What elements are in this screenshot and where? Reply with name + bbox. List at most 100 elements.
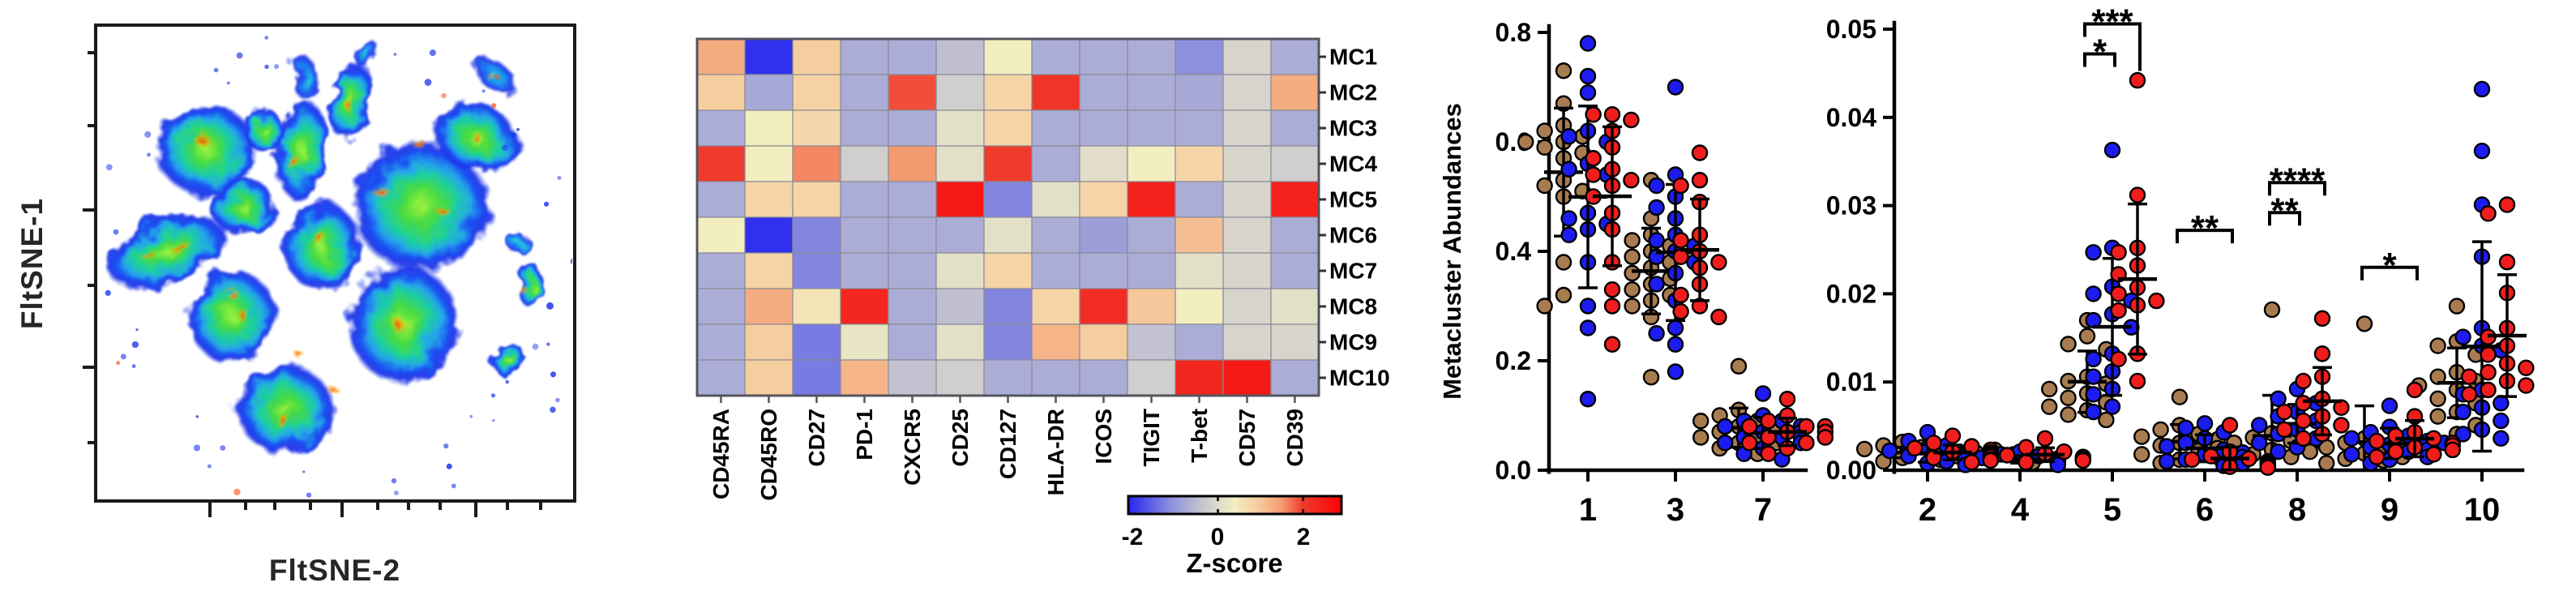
- data-point-red: [2313, 345, 2331, 362]
- heatmap-cell: [1031, 288, 1080, 325]
- data-point-blue: [1579, 35, 1597, 52]
- x-category-label: 4: [2011, 492, 2030, 528]
- x-category-label: 7: [1754, 492, 1772, 528]
- data-point-red: [1603, 336, 1621, 353]
- data-point-tan: [1536, 139, 1553, 156]
- data-point-tan: [2133, 428, 2150, 445]
- data-point-blue: [2085, 403, 2102, 421]
- heatmap-cell: [744, 109, 794, 147]
- heatmap-cell: [1270, 216, 1320, 254]
- data-point-blue: [1648, 276, 1665, 293]
- density-speck: [446, 463, 452, 469]
- density-blob: [353, 36, 379, 71]
- density-speck: [195, 415, 199, 418]
- heatmap-cell: [1222, 216, 1272, 254]
- density-speck: [213, 67, 219, 73]
- data-point-red: [2018, 439, 2035, 456]
- data-point-red: [2259, 459, 2277, 476]
- data-point-red: [2110, 244, 2127, 261]
- heatmap-cell: [1079, 359, 1128, 396]
- data-point-blue: [1560, 226, 1577, 243]
- data-point-blue: [1667, 319, 1684, 336]
- density-speck: [490, 393, 496, 398]
- heatmap-cell: [840, 323, 889, 361]
- heatmap-cell: [1079, 323, 1128, 361]
- heatmap-cell: [744, 359, 794, 396]
- data-point-red: [2460, 386, 2478, 403]
- data-point-red: [1944, 427, 1962, 444]
- data-point-blue: [2343, 430, 2360, 448]
- data-point-tan: [1536, 122, 1553, 139]
- heatmap-cell: [840, 359, 889, 396]
- density-blob: [507, 232, 531, 255]
- data-point-blue: [2158, 452, 2176, 470]
- heatmap-cell: [983, 181, 1033, 218]
- row-label: MC10: [1329, 366, 1390, 391]
- heatmap-cell: [888, 109, 937, 147]
- data-point-blue: [1648, 199, 1665, 216]
- col-label: CD57: [1235, 409, 1260, 467]
- density-hotspot: [326, 384, 339, 394]
- fltsne-density-blobs: [103, 36, 547, 455]
- data-point-red: [2295, 412, 2312, 430]
- data-point-red: [1906, 439, 1923, 456]
- heatmap-cell: [935, 359, 985, 396]
- y-tick-label: 0.01: [1826, 367, 1876, 396]
- panel-fltsne-density: FltSNE-1 FltSNE-2: [15, 24, 587, 587]
- heatmap-cell: [983, 145, 1033, 182]
- y-tick-label: 0.04: [1826, 103, 1876, 132]
- density-speck: [147, 152, 151, 157]
- data-point-red: [2480, 205, 2497, 222]
- x-category-label: 5: [2103, 492, 2121, 528]
- x-category-label: 9: [2381, 492, 2398, 528]
- density-speck: [581, 279, 587, 285]
- colorbar-title: Z-score: [1186, 548, 1282, 578]
- heatmap-cell: [840, 109, 889, 147]
- density-speck: [226, 81, 230, 85]
- data-point-tan: [1536, 177, 1553, 195]
- density-speck: [131, 364, 136, 369]
- heatmap-cell: [1031, 252, 1080, 289]
- density-speck: [580, 197, 585, 202]
- heatmap-cell: [1270, 109, 1320, 147]
- heatmap-cell: [1222, 288, 1272, 325]
- col-label: CD45RA: [708, 409, 734, 499]
- data-point-blue: [2177, 419, 2194, 436]
- heatmap-cell: [840, 252, 889, 289]
- colorbar-tick-min: -2: [1122, 524, 1144, 550]
- heatmap-cell: [888, 359, 937, 396]
- heatmap-cell: [1127, 323, 1176, 361]
- heatmap-cell: [696, 323, 746, 361]
- density-speck: [391, 478, 397, 484]
- heatmap-cell: [1222, 38, 1272, 75]
- heatmap-cell: [1175, 74, 1224, 111]
- heatmap-cell: [935, 74, 985, 111]
- data-point-red: [2387, 443, 2404, 460]
- data-point-tan: [1624, 264, 1641, 282]
- density-speck: [543, 201, 550, 207]
- row-label: MC4: [1329, 152, 1378, 177]
- data-point-red: [1585, 166, 1602, 183]
- data-point-red: [2498, 254, 2516, 271]
- data-point-blue: [2270, 390, 2287, 408]
- data-point-tan: [1730, 358, 1748, 375]
- data-point-tan: [1555, 286, 1573, 304]
- heatmap-cell: [888, 38, 937, 75]
- heatmap-cell: [1270, 359, 1320, 396]
- heatmap-cell: [1270, 252, 1320, 289]
- heatmap-cell: [744, 74, 794, 111]
- data-point-red: [2295, 395, 2312, 412]
- density-speck: [469, 414, 473, 418]
- heatmap-cell: [744, 181, 794, 218]
- data-point-blue: [2085, 244, 2102, 261]
- heatmap-cell: [888, 323, 937, 361]
- density-hotspot: [413, 140, 430, 152]
- colorbar-tick-mid: 0: [1211, 524, 1225, 550]
- heatmap-cell: [1031, 216, 1080, 254]
- data-point-red: [1623, 111, 1640, 129]
- density-blob: [186, 268, 277, 365]
- data-point-blue: [2454, 403, 2471, 421]
- data-point-red: [1760, 413, 1777, 430]
- panel-abundance-minor: 0.000.010.020.030.040.052 4 5 6 8 9 10****** **…: [1826, 2, 2535, 528]
- heatmap-cell: [840, 216, 889, 254]
